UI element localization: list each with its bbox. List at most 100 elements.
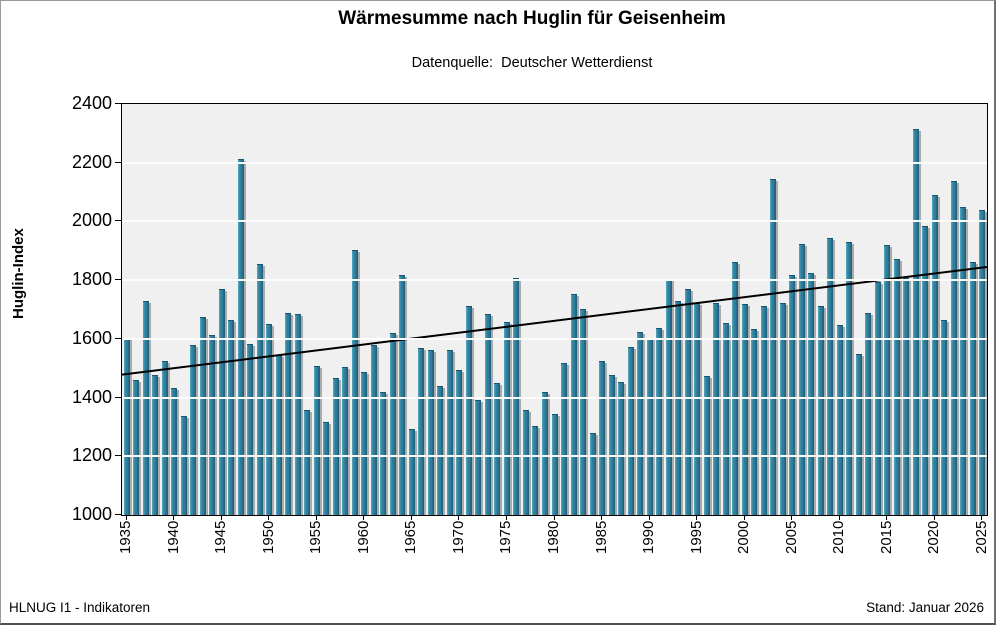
gridline-1200 xyxy=(122,455,987,458)
chart-subtitle: Datenquelle: Deutscher Wetterdienst xyxy=(411,55,653,71)
bar-1990 xyxy=(646,337,653,515)
bar-1994 xyxy=(684,289,691,515)
bar-1970 xyxy=(456,370,463,515)
x-tick-mark-1950 xyxy=(268,515,270,520)
bar-1987 xyxy=(618,381,625,515)
bar-2001 xyxy=(751,329,758,515)
bar-1936 xyxy=(133,380,140,515)
x-tick-label-1950: 1950 xyxy=(259,520,277,554)
bar-1950 xyxy=(266,323,273,515)
x-tick-label-1975: 1975 xyxy=(497,520,515,554)
x-tick-label-1935: 1935 xyxy=(117,520,135,554)
gridline-1400 xyxy=(122,396,987,399)
bar-1975 xyxy=(503,321,510,515)
x-tick-label-1940: 1940 xyxy=(164,520,182,554)
bar-2010 xyxy=(836,324,843,515)
bar-1993 xyxy=(675,301,682,515)
x-tick-label-2025: 2025 xyxy=(972,520,990,554)
bar-1984 xyxy=(589,433,596,515)
bar-2020 xyxy=(931,195,938,515)
bar-2025 xyxy=(979,210,986,515)
bar-2019 xyxy=(922,226,929,515)
footer-right: Stand: Januar 2026 xyxy=(866,600,984,615)
x-tick-mark-2010 xyxy=(838,515,840,520)
x-tick-mark-1940 xyxy=(173,515,175,520)
gridline-2200 xyxy=(122,161,987,164)
x-tick-label-1995: 1995 xyxy=(687,520,705,554)
bar-1959 xyxy=(351,249,358,515)
x-tick-label-2005: 2005 xyxy=(782,520,800,554)
bar-1960 xyxy=(361,371,368,515)
bar-1963 xyxy=(389,333,396,515)
bar-2005 xyxy=(789,274,796,515)
bar-1996 xyxy=(703,376,710,515)
x-tick-mark-2015 xyxy=(886,515,888,520)
bar-2022 xyxy=(950,180,957,515)
bar-1978 xyxy=(532,425,539,515)
bar-1955 xyxy=(313,365,320,515)
x-tick-label-1970: 1970 xyxy=(449,520,467,554)
bar-1980 xyxy=(551,414,558,515)
bar-2013 xyxy=(865,312,872,515)
bar-1939 xyxy=(161,361,168,515)
bar-1953 xyxy=(294,314,301,515)
bar-1941 xyxy=(180,415,187,515)
gridline-1600 xyxy=(122,337,987,340)
bar-1957 xyxy=(332,377,339,515)
x-tick-label-1990: 1990 xyxy=(640,520,658,554)
x-tick-label-1945: 1945 xyxy=(212,520,230,554)
bar-2006 xyxy=(798,243,805,515)
gridline-2000 xyxy=(122,220,987,223)
bar-2009 xyxy=(827,238,834,515)
x-tick-label-2015: 2015 xyxy=(877,520,895,554)
bar-1999 xyxy=(732,261,739,515)
gridline-1800 xyxy=(122,279,987,282)
bar-1966 xyxy=(418,348,425,515)
bar-1998 xyxy=(722,323,729,515)
bar-1974 xyxy=(494,383,501,515)
bar-1954 xyxy=(304,409,311,515)
bar-2004 xyxy=(779,302,786,515)
x-tick-label-2020: 2020 xyxy=(925,520,943,554)
bar-1945 xyxy=(218,289,225,515)
y-tick-label-2000: 2000 xyxy=(71,210,112,231)
y-tick-label-2400: 2400 xyxy=(71,93,112,113)
bar-1956 xyxy=(323,421,330,515)
y-tick-label-2200: 2200 xyxy=(71,151,112,172)
bar-1967 xyxy=(427,349,434,515)
bar-1969 xyxy=(446,349,453,515)
bar-2021 xyxy=(941,320,948,515)
bar-2015 xyxy=(884,245,891,515)
bar-1989 xyxy=(637,332,644,515)
bar-2023 xyxy=(960,207,967,515)
bar-1952 xyxy=(285,312,292,515)
bar-1958 xyxy=(342,367,349,515)
bar-1965 xyxy=(408,428,415,515)
x-tick-label-2000: 2000 xyxy=(735,520,753,554)
x-tick-mark-1945 xyxy=(220,515,222,520)
x-tick-mark-2000 xyxy=(743,515,745,520)
x-tick-mark-2025 xyxy=(981,515,983,520)
y-tick-label-1400: 1400 xyxy=(71,386,112,407)
x-tick-mark-1990 xyxy=(648,515,650,520)
x-tick-mark-1955 xyxy=(315,515,317,520)
x-tick-mark-1980 xyxy=(553,515,555,520)
x-tick-mark-1965 xyxy=(410,515,412,520)
y-tick-mark-2400 xyxy=(115,103,121,104)
bar-1935 xyxy=(123,337,130,515)
x-tick-label-1960: 1960 xyxy=(354,520,372,554)
bar-1968 xyxy=(437,386,444,515)
bar-1944 xyxy=(209,334,216,515)
bar-1988 xyxy=(627,346,634,515)
bar-1973 xyxy=(484,314,491,515)
bar-1937 xyxy=(142,301,149,515)
chart-title: Wärmesumme nach Huglin für Geisenheim xyxy=(338,8,726,29)
bar-2016 xyxy=(893,258,900,515)
bar-1949 xyxy=(256,264,263,515)
bar-1995 xyxy=(694,302,701,515)
bar-1943 xyxy=(199,317,206,515)
y-tick-mark-1400 xyxy=(115,396,121,398)
y-tick-mark-1600 xyxy=(115,337,121,339)
bar-2003 xyxy=(770,179,777,515)
